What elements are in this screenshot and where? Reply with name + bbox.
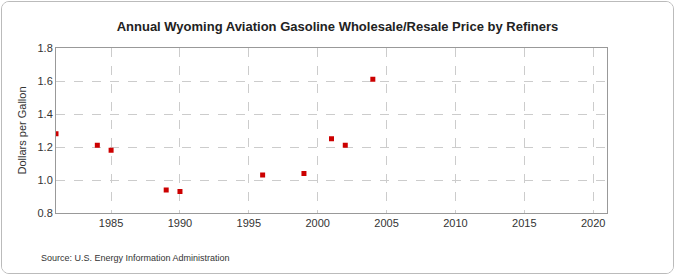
svg-text:1.6: 1.6: [38, 75, 53, 87]
svg-text:Annual Wyoming Aviation Gasoli: Annual Wyoming Aviation Gasoline Wholesa…: [117, 19, 559, 34]
svg-text:1995: 1995: [237, 217, 261, 229]
svg-text:1990: 1990: [168, 217, 192, 229]
svg-text:1985: 1985: [99, 217, 123, 229]
svg-text:1.4: 1.4: [38, 108, 53, 120]
svg-text:0.8: 0.8: [38, 207, 53, 219]
svg-text:1.0: 1.0: [38, 174, 53, 186]
svg-text:Source: U.S. Energy Informatio: Source: U.S. Energy Information Administ…: [41, 253, 230, 263]
svg-text:2020: 2020: [581, 217, 605, 229]
svg-text:2000: 2000: [305, 217, 329, 229]
svg-text:2005: 2005: [374, 217, 398, 229]
svg-text:1.2: 1.2: [38, 141, 53, 153]
svg-text:2015: 2015: [512, 217, 536, 229]
svg-text:1.8: 1.8: [38, 42, 53, 54]
svg-text:2010: 2010: [443, 217, 467, 229]
svg-text:Dollars per Gallon: Dollars per Gallon: [16, 86, 28, 174]
